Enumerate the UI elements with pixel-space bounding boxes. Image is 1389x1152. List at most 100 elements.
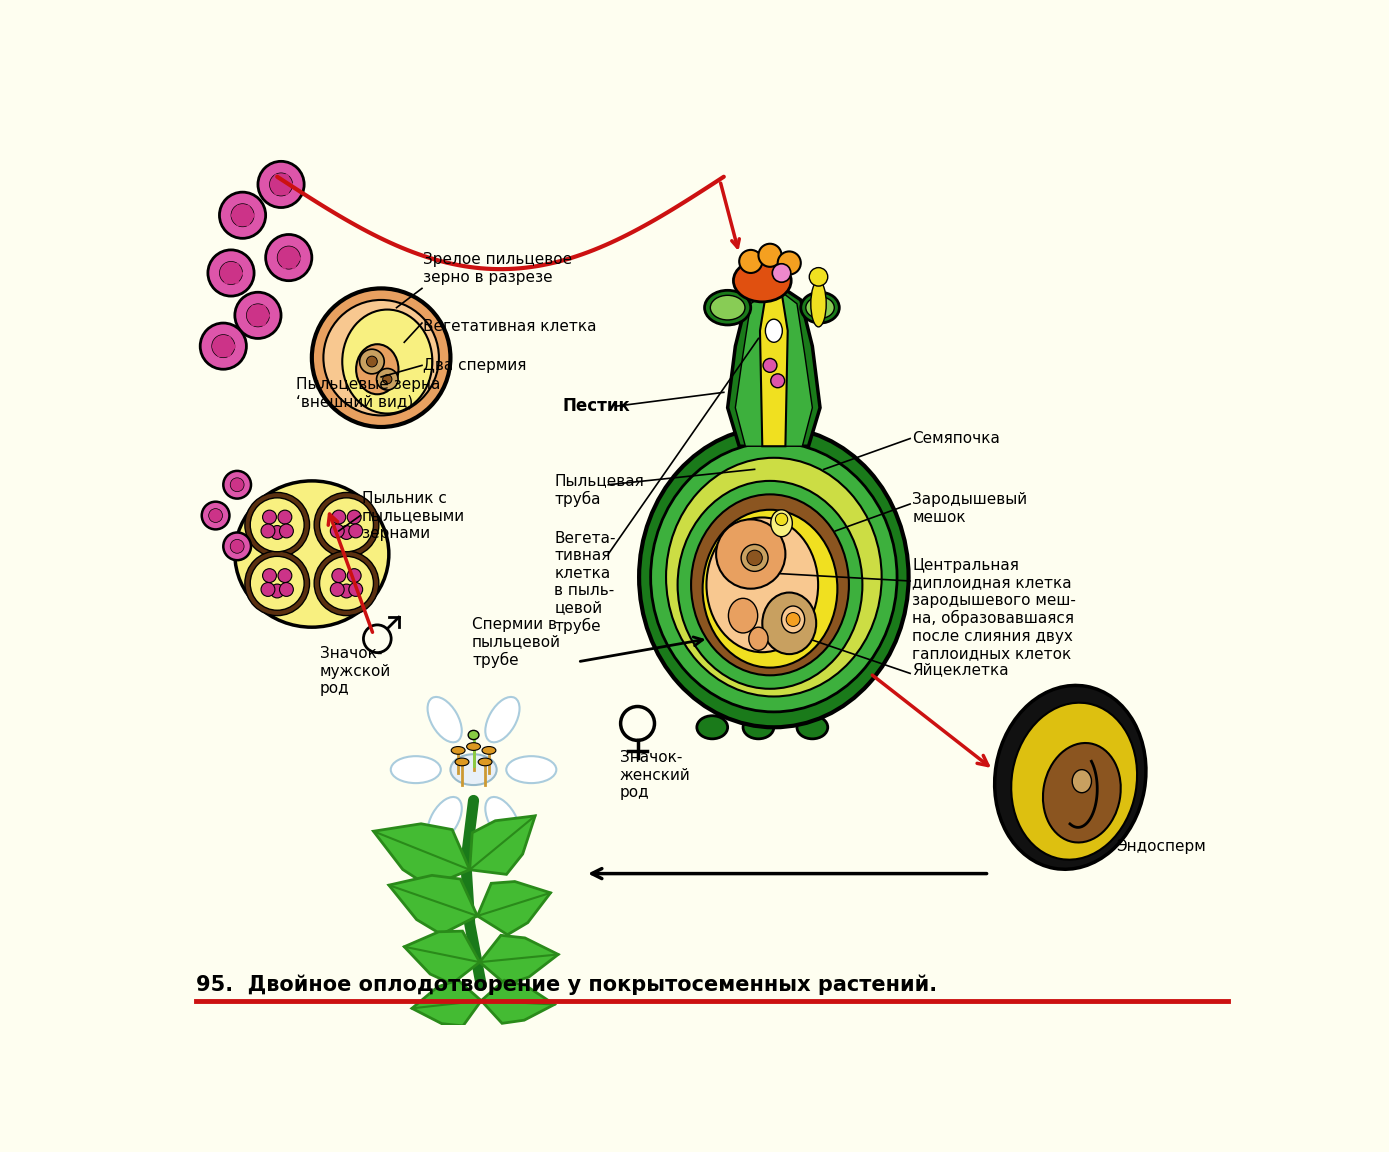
Circle shape bbox=[269, 173, 293, 196]
Text: Спермии в
пыльцевой
трубе: Спермии в пыльцевой трубе bbox=[472, 617, 561, 668]
Circle shape bbox=[258, 161, 304, 207]
Text: Зародышевый
мешок: Зародышевый мешок bbox=[913, 492, 1028, 525]
Circle shape bbox=[331, 583, 344, 597]
Ellipse shape bbox=[811, 281, 826, 327]
Circle shape bbox=[324, 300, 439, 416]
Text: 95.  Двойное оплодотворение у покрытосеменных растений.: 95. Двойное оплодотворение у покрытосеме… bbox=[196, 975, 938, 995]
Ellipse shape bbox=[1043, 743, 1121, 842]
Ellipse shape bbox=[428, 797, 461, 842]
Circle shape bbox=[271, 525, 285, 539]
Ellipse shape bbox=[806, 297, 835, 318]
Ellipse shape bbox=[428, 697, 461, 742]
Text: Пыльцевая
труба: Пыльцевая труба bbox=[554, 473, 644, 507]
Ellipse shape bbox=[667, 457, 882, 697]
Circle shape bbox=[231, 204, 254, 227]
Circle shape bbox=[786, 613, 800, 627]
Ellipse shape bbox=[356, 344, 399, 394]
Polygon shape bbox=[478, 881, 550, 934]
Ellipse shape bbox=[771, 510, 792, 537]
Circle shape bbox=[200, 323, 246, 370]
Ellipse shape bbox=[485, 797, 519, 842]
Ellipse shape bbox=[692, 494, 849, 675]
Circle shape bbox=[747, 551, 763, 566]
Polygon shape bbox=[728, 285, 820, 446]
Circle shape bbox=[246, 304, 269, 327]
Ellipse shape bbox=[801, 293, 839, 323]
Circle shape bbox=[265, 235, 313, 281]
Ellipse shape bbox=[797, 715, 828, 738]
Ellipse shape bbox=[451, 746, 465, 755]
Circle shape bbox=[314, 492, 379, 558]
Circle shape bbox=[244, 492, 310, 558]
Circle shape bbox=[231, 539, 244, 553]
Text: Вегета-
тивная
клетка
в пыль-
цевой
трубе: Вегета- тивная клетка в пыль- цевой труб… bbox=[554, 531, 615, 635]
Text: Эндосперм: Эндосперм bbox=[1117, 839, 1206, 854]
Circle shape bbox=[332, 510, 346, 524]
Circle shape bbox=[219, 262, 243, 285]
Circle shape bbox=[208, 250, 254, 296]
Text: Центральная
диплоидная клетка
зародышевого меш-
на, образовавшаяся
после слияния: Центральная диплоидная клетка зародышево… bbox=[913, 558, 1076, 661]
Ellipse shape bbox=[342, 310, 432, 414]
Circle shape bbox=[360, 349, 385, 374]
Circle shape bbox=[367, 356, 378, 367]
Text: Пыльник с
пыльцевыми
зернами: Пыльник с пыльцевыми зернами bbox=[363, 491, 465, 540]
Circle shape bbox=[278, 569, 292, 583]
Circle shape bbox=[319, 556, 374, 611]
Ellipse shape bbox=[1011, 703, 1138, 859]
Circle shape bbox=[772, 264, 790, 282]
Circle shape bbox=[313, 288, 450, 427]
Ellipse shape bbox=[743, 715, 774, 738]
Circle shape bbox=[263, 569, 276, 583]
Ellipse shape bbox=[710, 295, 745, 320]
Circle shape bbox=[231, 478, 244, 492]
Circle shape bbox=[235, 293, 281, 339]
Circle shape bbox=[339, 525, 353, 539]
Circle shape bbox=[810, 267, 828, 286]
Ellipse shape bbox=[742, 545, 768, 571]
Ellipse shape bbox=[1072, 770, 1092, 793]
Circle shape bbox=[224, 471, 251, 499]
Text: Семяпочка: Семяпочка bbox=[913, 431, 1000, 446]
Circle shape bbox=[739, 250, 763, 273]
Text: Зрелое пильцевое
зерно в разрезе: Зрелое пильцевое зерно в разрезе bbox=[424, 252, 572, 285]
Polygon shape bbox=[469, 816, 535, 874]
Ellipse shape bbox=[482, 746, 496, 755]
Polygon shape bbox=[413, 980, 481, 1026]
Circle shape bbox=[224, 532, 251, 560]
Text: Пестик: Пестик bbox=[563, 397, 629, 415]
Circle shape bbox=[314, 551, 379, 615]
Ellipse shape bbox=[390, 756, 440, 783]
Circle shape bbox=[771, 374, 785, 388]
Circle shape bbox=[219, 192, 265, 238]
Circle shape bbox=[208, 509, 222, 523]
Circle shape bbox=[263, 510, 276, 524]
Polygon shape bbox=[374, 824, 469, 887]
Circle shape bbox=[347, 569, 361, 583]
Ellipse shape bbox=[728, 598, 757, 632]
Ellipse shape bbox=[235, 480, 389, 627]
Circle shape bbox=[201, 501, 229, 530]
Circle shape bbox=[778, 251, 801, 274]
Ellipse shape bbox=[468, 730, 479, 740]
Ellipse shape bbox=[763, 592, 817, 654]
Circle shape bbox=[349, 524, 363, 538]
Text: Вегетативная клетка: Вегетативная клетка bbox=[424, 319, 597, 334]
Polygon shape bbox=[760, 293, 788, 446]
Circle shape bbox=[758, 244, 782, 267]
Ellipse shape bbox=[478, 758, 492, 766]
Circle shape bbox=[383, 374, 392, 384]
Circle shape bbox=[331, 524, 344, 538]
Ellipse shape bbox=[703, 510, 838, 668]
Ellipse shape bbox=[707, 517, 818, 652]
Circle shape bbox=[376, 369, 399, 391]
Text: Пыльцевые зерна
‘внешний вид): Пыльцевые зерна ‘внешний вид) bbox=[296, 377, 440, 409]
Ellipse shape bbox=[697, 715, 728, 738]
Circle shape bbox=[250, 498, 304, 552]
Ellipse shape bbox=[639, 427, 908, 727]
Circle shape bbox=[261, 583, 275, 597]
Ellipse shape bbox=[749, 627, 768, 650]
Text: Значок-
мужской
род: Значок- мужской род bbox=[319, 646, 390, 696]
Ellipse shape bbox=[765, 319, 782, 342]
Text: Яйцеклетка: Яйцеклетка bbox=[913, 662, 1008, 677]
Polygon shape bbox=[389, 876, 478, 934]
